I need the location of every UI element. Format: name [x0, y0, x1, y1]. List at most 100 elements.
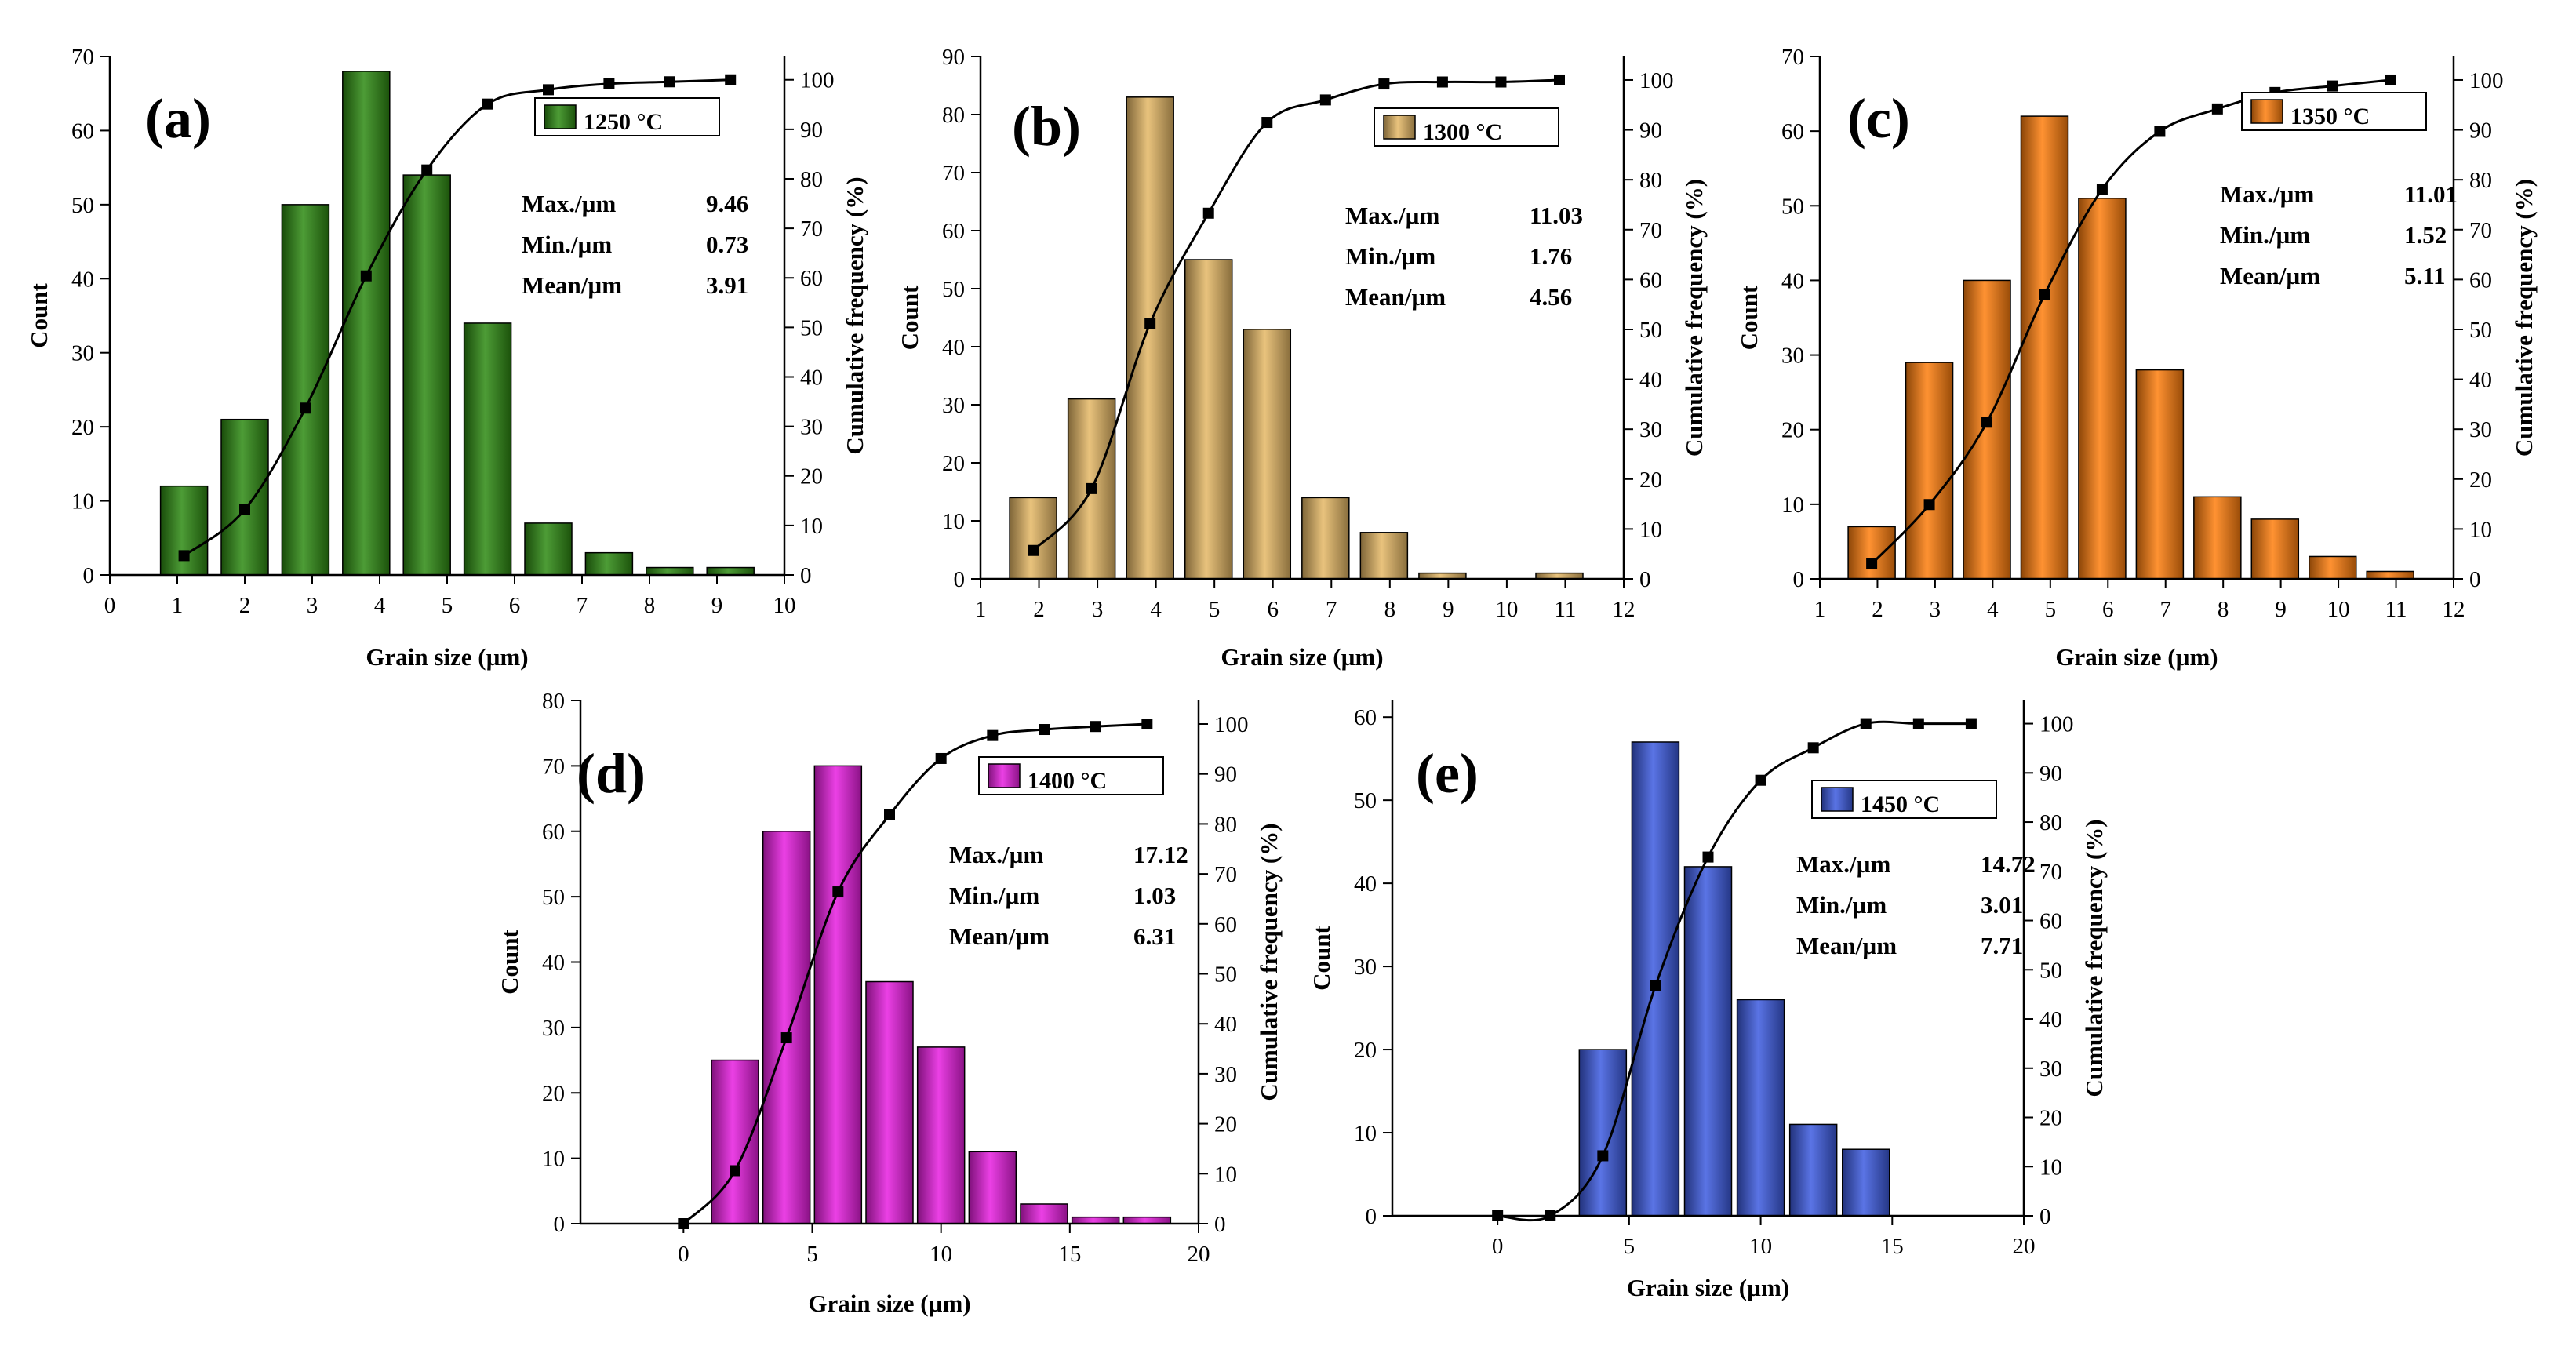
bar — [1020, 1203, 1068, 1224]
y2-tick-label: 90 — [800, 118, 823, 143]
x-tick-label: 10 — [1749, 1234, 1772, 1259]
y-tick-label: 80 — [942, 103, 965, 128]
y2-tick-label: 10 — [1214, 1162, 1237, 1187]
x-tick-label: 9 — [2275, 597, 2287, 622]
x-tick-label: 2 — [1033, 597, 1045, 622]
y2-tick-label: 0 — [1214, 1212, 1226, 1237]
y2-axis-title: Cumulative frequency (%) — [2080, 819, 2108, 1097]
x-axis-title: Grain size (µm) — [366, 643, 528, 671]
y-tick-label: 20 — [1354, 1038, 1377, 1063]
stats-label: Min./µm — [1345, 242, 1435, 270]
stats-label: Mean/µm — [1345, 283, 1446, 311]
cumulative-point — [1144, 318, 1156, 329]
y-tick-label: 60 — [1354, 705, 1377, 730]
bar — [463, 322, 512, 576]
bar — [865, 980, 914, 1224]
bar — [711, 1059, 759, 1224]
y2-tick-label: 30 — [2469, 417, 2492, 442]
y2-axis-title: Cumulative frequency (%) — [841, 176, 868, 454]
cumulative-point — [664, 76, 675, 88]
y-tick-label: 0 — [1793, 567, 1805, 592]
x-tick-label: 4 — [1150, 597, 1162, 622]
x-tick-label: 15 — [1058, 1242, 1081, 1267]
stats-label: Min./µm — [522, 231, 612, 258]
x-tick-label: 20 — [1188, 1242, 1210, 1267]
x-tick-label: 9 — [1443, 597, 1454, 622]
panel-label: (c) — [1847, 87, 1910, 150]
cumulative-point — [1028, 544, 1039, 556]
x-tick-label: 1 — [1814, 597, 1826, 622]
cumulative-point — [1495, 76, 1507, 88]
stats-value: 5.11 — [2404, 262, 2446, 289]
y2-tick-label: 80 — [1639, 168, 1662, 193]
panel-label: (e) — [1416, 742, 1479, 805]
y-tick-label: 70 — [71, 45, 94, 70]
bar — [1126, 96, 1174, 580]
x-tick-label: 20 — [2013, 1234, 2036, 1259]
cumulative-point — [780, 1032, 792, 1044]
bar — [2308, 555, 2357, 580]
cumulative-point — [300, 402, 311, 414]
panel-label: (a) — [145, 87, 211, 150]
bar — [402, 174, 451, 576]
x-tick-label: 3 — [1092, 597, 1104, 622]
x-tick-label: 4 — [1987, 597, 1999, 622]
stats-label: Min./µm — [2220, 221, 2310, 249]
chart-panel-1: 0 1 2 3 4 5 6 7 8 9 100102030405060700102030405060… — [25, 45, 868, 671]
legend-label: 1400 °C — [1028, 768, 1107, 794]
y2-tick-label: 50 — [800, 315, 823, 340]
cumulative-point — [1702, 851, 1714, 863]
y-tick-label: 50 — [542, 885, 565, 910]
y2-tick-label: 30 — [1639, 417, 1662, 442]
bar — [968, 1151, 1017, 1224]
stats-value: 14.72 — [1981, 850, 2036, 878]
cumulative-point — [1378, 78, 1390, 90]
legend-label: 1450 °C — [1861, 791, 1940, 817]
cumulative-point — [1860, 718, 1872, 729]
stats-label: Max./µm — [1345, 202, 1439, 229]
x-tick-label: 0 — [1492, 1234, 1504, 1259]
cumulative-point — [603, 78, 615, 89]
stats-label: Max./µm — [1796, 850, 1890, 878]
y2-tick-label: 100 — [2039, 712, 2074, 737]
cumulative-point — [421, 164, 433, 176]
bar — [2078, 198, 2127, 580]
stats-value: 11.01 — [2404, 180, 2458, 208]
cumulative-point — [725, 74, 737, 85]
y2-tick-label: 40 — [2469, 368, 2492, 393]
panel-label: (d) — [577, 742, 646, 805]
y2-tick-label: 10 — [2469, 517, 2492, 542]
cumulative-point — [1866, 558, 1878, 569]
cumulative-point — [2039, 289, 2050, 300]
y-tick-label: 10 — [71, 489, 94, 515]
y2-tick-label: 30 — [2039, 1057, 2062, 1082]
y2-tick-label: 80 — [1214, 812, 1237, 837]
y2-axis-title: Cumulative frequency (%) — [1680, 179, 1708, 457]
y-tick-label: 50 — [1781, 194, 1804, 219]
x-axis-title: Grain size (µm) — [808, 1290, 970, 1317]
y-tick-label: 40 — [1781, 268, 1804, 293]
x-tick-label: 7 — [2159, 597, 2171, 622]
stats-label: Min./µm — [1796, 891, 1887, 919]
y-tick-label: 40 — [542, 951, 565, 976]
legend-label: 1250 °C — [584, 109, 663, 135]
stats-value: 0.73 — [706, 231, 748, 258]
y-tick-label: 60 — [942, 219, 965, 244]
cumulative-point — [1202, 207, 1214, 219]
cumulative-point — [935, 752, 947, 764]
bar — [2135, 369, 2185, 580]
y2-tick-label: 10 — [800, 514, 823, 539]
bar — [159, 485, 209, 576]
x-tick-label: 3 — [307, 593, 318, 618]
y2-tick-label: 0 — [1639, 567, 1651, 592]
y-tick-label: 70 — [1781, 45, 1804, 70]
x-axis-title: Grain size (µm) — [2055, 643, 2218, 671]
y2-tick-label: 100 — [1214, 712, 1249, 737]
x-axis-title: Grain size (µm) — [1221, 643, 1383, 671]
y-tick-label: 10 — [1354, 1121, 1377, 1146]
bar — [1905, 362, 1954, 580]
cumulative-point — [2211, 103, 2223, 115]
y2-tick-label: 60 — [1214, 912, 1237, 937]
stats-label: Max./µm — [2220, 180, 2314, 208]
